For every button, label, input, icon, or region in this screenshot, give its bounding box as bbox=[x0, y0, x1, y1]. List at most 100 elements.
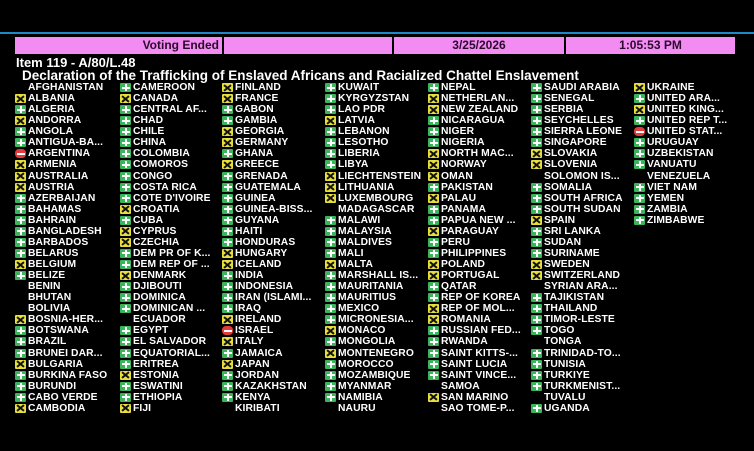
country-name: CHAD bbox=[133, 115, 164, 127]
country-name: NEPAL bbox=[441, 82, 476, 94]
country-name: ARMENIA bbox=[28, 159, 77, 171]
country-row: SAMOA bbox=[428, 381, 521, 392]
country-name: SENEGAL bbox=[544, 93, 595, 105]
country-name: KIRIBATI bbox=[235, 402, 280, 414]
country-row: UNITED STAT... bbox=[634, 126, 727, 137]
country-name: UNITED KING... bbox=[647, 104, 724, 116]
no-vote-blank bbox=[428, 382, 439, 391]
country-row: MAURITIUS bbox=[325, 292, 421, 303]
plus-icon bbox=[120, 116, 131, 126]
country-row: BURUNDI bbox=[15, 381, 107, 392]
plus-icon bbox=[15, 127, 26, 137]
plus-icon bbox=[531, 381, 542, 391]
country-row: BANGLADESH bbox=[15, 226, 107, 237]
country-name: RWANDA bbox=[441, 336, 488, 348]
country-name: COSTA RICA bbox=[133, 181, 197, 193]
x-icon bbox=[120, 204, 131, 214]
country-row: NICARAGUA bbox=[428, 115, 521, 126]
plus-icon bbox=[15, 105, 26, 115]
x-icon bbox=[325, 348, 336, 358]
x-icon bbox=[15, 260, 26, 270]
country-row: HONDURAS bbox=[222, 237, 313, 248]
country-row: ESWATINI bbox=[120, 381, 211, 392]
country-row: ZIMBABWE bbox=[634, 215, 727, 226]
x-icon bbox=[120, 370, 131, 380]
plus-icon bbox=[120, 348, 131, 358]
country-name: AUSTRIA bbox=[28, 181, 75, 193]
plus-icon bbox=[634, 204, 645, 214]
country-name: PANAMA bbox=[441, 203, 487, 215]
x-icon bbox=[15, 94, 26, 104]
plus-icon bbox=[120, 326, 131, 336]
country-row: LESOTHO bbox=[325, 137, 421, 148]
country-name: ROMANIA bbox=[441, 314, 491, 326]
country-row: ZAMBIA bbox=[634, 204, 727, 215]
x-icon bbox=[120, 403, 131, 413]
country-row: BRUNEI DAR... bbox=[15, 348, 107, 359]
country-name: OMAN bbox=[441, 170, 473, 182]
country-row: DOMINICA bbox=[120, 292, 211, 303]
country-row: UGANDA bbox=[531, 403, 623, 414]
country-name: GUATEMALA bbox=[235, 181, 301, 193]
country-name: NORTH MAC... bbox=[441, 148, 514, 160]
plus-icon bbox=[428, 359, 439, 369]
plus-icon bbox=[222, 171, 233, 181]
country-row: DEM PR OF K... bbox=[120, 248, 211, 259]
country-row: POLAND bbox=[428, 259, 521, 270]
country-row: TOGO bbox=[531, 325, 623, 336]
x-icon bbox=[531, 260, 542, 270]
x-icon bbox=[428, 304, 439, 314]
plus-icon bbox=[325, 105, 336, 115]
country-name: DOMINICAN ... bbox=[133, 303, 206, 315]
country-name: COTE D'IVOIRE bbox=[133, 192, 211, 204]
voting-status: Voting Ended bbox=[15, 37, 222, 54]
country-row: INDIA bbox=[222, 270, 313, 281]
plus-icon bbox=[325, 226, 336, 236]
plus-icon bbox=[120, 160, 131, 170]
plus-icon bbox=[120, 83, 131, 93]
country-name: URUGUAY bbox=[647, 137, 699, 149]
plus-icon bbox=[531, 94, 542, 104]
country-row: NEPAL bbox=[428, 82, 521, 93]
plus-icon bbox=[120, 171, 131, 181]
country-row: CAMBODIA bbox=[15, 403, 107, 414]
plus-icon bbox=[634, 94, 645, 104]
country-row: BAHRAIN bbox=[15, 215, 107, 226]
country-row: SOUTH SUDAN bbox=[531, 204, 623, 215]
country-name: GRENADA bbox=[235, 170, 288, 182]
plus-icon bbox=[325, 315, 336, 325]
country-name: TIMOR-LESTE bbox=[544, 314, 615, 326]
plus-icon bbox=[15, 138, 26, 148]
country-name: PHILIPPINES bbox=[441, 247, 507, 259]
country-row: AUSTRIA bbox=[15, 182, 107, 193]
country-row: FIJI bbox=[120, 403, 211, 414]
plus-icon bbox=[15, 215, 26, 225]
country-row: GAMBIA bbox=[222, 115, 313, 126]
country-name: UGANDA bbox=[544, 402, 590, 414]
plus-icon bbox=[120, 182, 131, 192]
x-icon bbox=[325, 260, 336, 270]
country-name: LAO PDR bbox=[338, 104, 386, 116]
country-name: NETHERLAN... bbox=[441, 93, 515, 105]
country-row: SERBIA bbox=[531, 104, 623, 115]
country-name: HUNGARY bbox=[235, 247, 288, 259]
x-icon bbox=[428, 392, 439, 402]
x-icon bbox=[15, 182, 26, 192]
country-row: OMAN bbox=[428, 171, 521, 182]
country-name: COLOMBIA bbox=[133, 148, 190, 160]
country-name: MAURITIUS bbox=[338, 292, 397, 304]
plus-icon bbox=[120, 149, 131, 159]
country-name: LITHUANIA bbox=[338, 181, 395, 193]
country-name: FRANCE bbox=[235, 93, 279, 105]
plus-icon bbox=[325, 304, 336, 314]
country-row: MONTENEGRO bbox=[325, 348, 421, 359]
x-icon bbox=[120, 226, 131, 236]
country-row: SAO TOME-P... bbox=[428, 403, 521, 414]
country-name: ICELAND bbox=[235, 259, 282, 271]
plus-icon bbox=[120, 392, 131, 402]
country-name: LIBYA bbox=[338, 159, 369, 171]
country-name: KAZAKHSTAN bbox=[235, 380, 307, 392]
plus-icon bbox=[120, 248, 131, 258]
x-icon bbox=[222, 248, 233, 258]
x-icon bbox=[428, 315, 439, 325]
